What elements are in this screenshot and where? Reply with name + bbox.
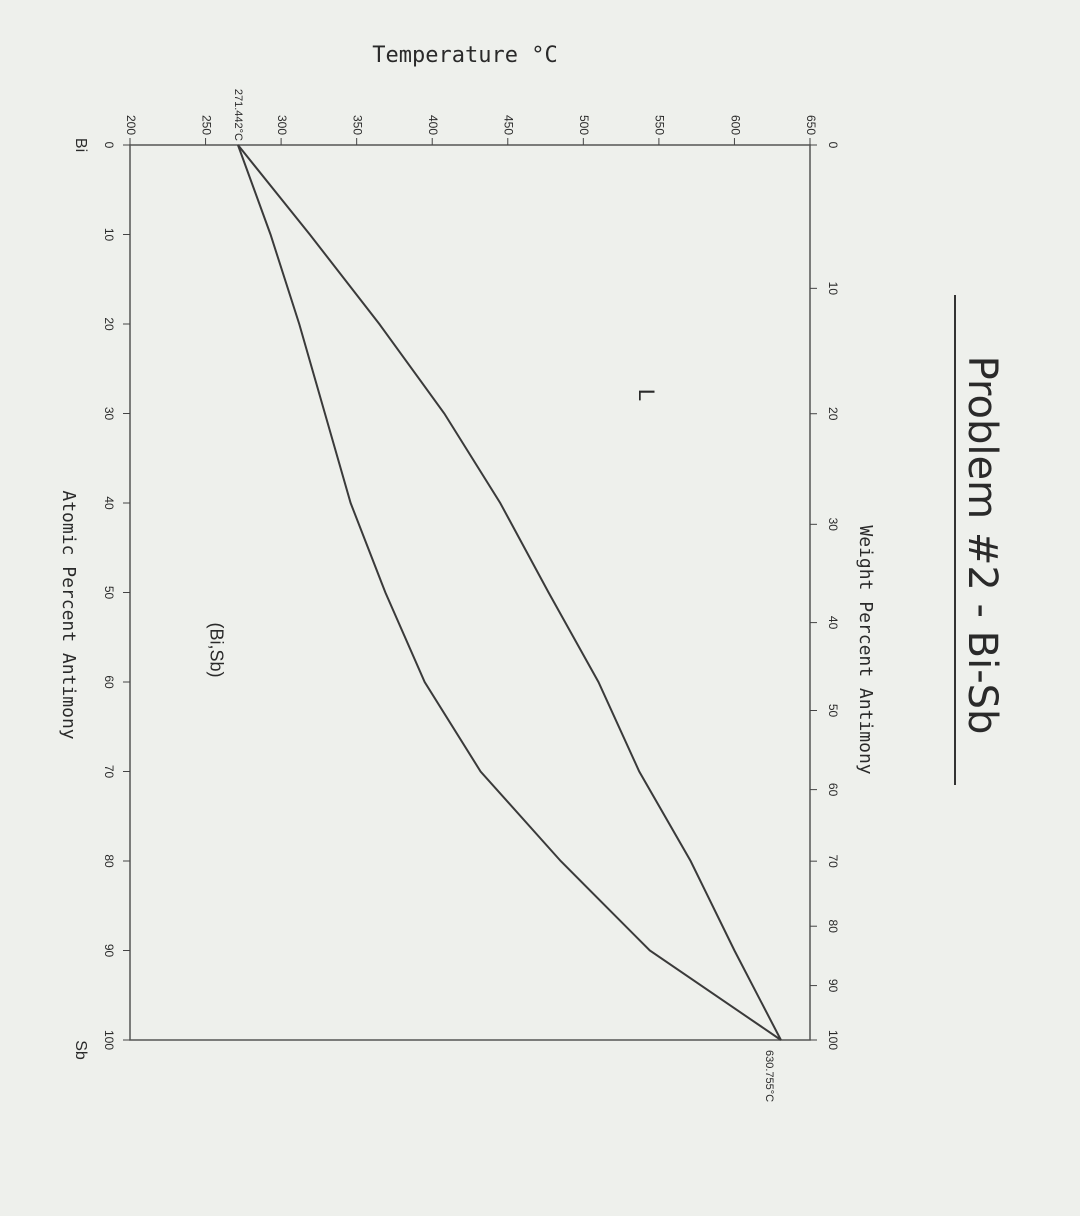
x2-tick-label: 20: [826, 407, 840, 421]
x-tick-label: 60: [102, 675, 116, 689]
x2-tick-label: 80: [826, 920, 840, 934]
element-label: Sb: [72, 1040, 89, 1060]
phase-label: (Bi,Sb): [206, 622, 226, 677]
melting-point-label: 271.442°C: [232, 89, 244, 141]
x-axis-label: Atomic Percent Antimony: [58, 490, 79, 739]
x2-tick-label: 70: [826, 854, 840, 868]
y-tick-label: 300: [275, 115, 289, 135]
y-tick-label: 250: [199, 115, 213, 135]
y-tick-label: 350: [350, 115, 364, 135]
phase-label: L: [634, 389, 659, 401]
x2-tick-label: 0: [826, 142, 840, 149]
x-tick-label: 10: [102, 228, 116, 242]
plot: 200 250 300 350 400 450 500 550 600 6500102030405…: [58, 89, 1005, 1102]
x2-axis-label: Weight Percent Antimony: [855, 525, 876, 774]
x-tick-label: 50: [102, 586, 116, 600]
x-tick-label: 100: [102, 1030, 116, 1050]
chart-title: Problem #2 - Bi-Sb: [959, 356, 1005, 735]
x-tick-label: 80: [102, 854, 116, 868]
melting-point-label: 630.755°C: [763, 1050, 775, 1102]
phase-boundary: [237, 144, 782, 1041]
x2-tick-label: 30: [826, 518, 840, 532]
x2-tick-label: 100: [826, 1030, 840, 1050]
y-tick-label: 600: [728, 115, 742, 135]
x2-tick-label: 50: [826, 704, 840, 718]
x-tick-label: 90: [102, 944, 116, 958]
y-tick-label: 550: [653, 115, 667, 135]
x-tick-label: 20: [102, 317, 116, 331]
y-tick-label: 200: [124, 115, 138, 135]
x2-tick-label: 60: [826, 783, 840, 797]
x2-tick-label: 90: [826, 979, 840, 993]
x2-tick-label: 40: [826, 616, 840, 630]
y-tick-label: 650: [804, 115, 818, 135]
phase-boundary: [237, 144, 782, 1041]
x-tick-label: 0: [102, 142, 116, 149]
element-label: Bi: [72, 138, 89, 152]
x-tick-label: 70: [102, 765, 116, 779]
x-tick-label: 40: [102, 496, 116, 510]
y-tick-label: 450: [502, 115, 516, 135]
y-axis-label: Temperature °C: [372, 43, 557, 68]
y-tick-label: 400: [426, 115, 440, 135]
x-tick-label: 30: [102, 407, 116, 421]
x2-tick-label: 10: [826, 282, 840, 296]
y-tick-label: 500: [577, 115, 591, 135]
